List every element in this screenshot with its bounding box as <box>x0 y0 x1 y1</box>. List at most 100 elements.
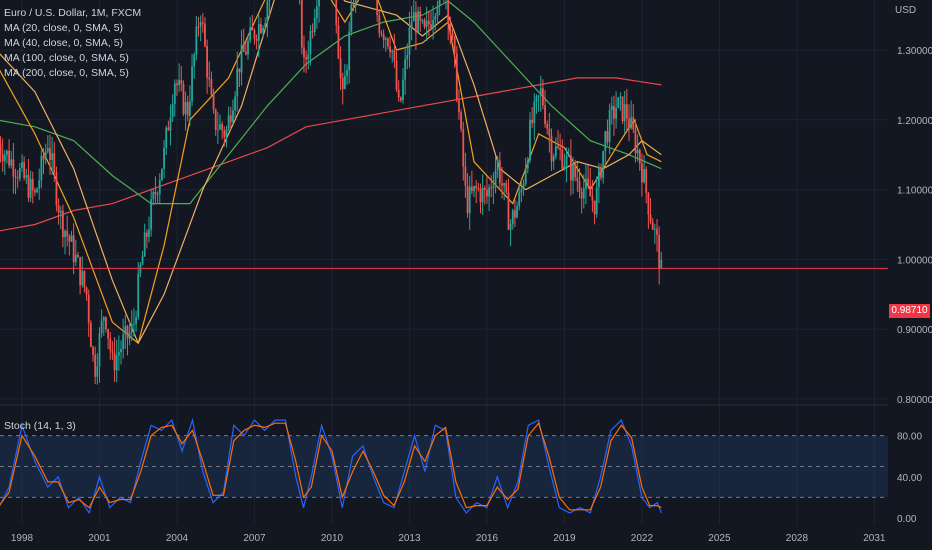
candle-up <box>21 162 23 168</box>
candle-up <box>249 27 252 41</box>
candle-up <box>137 273 140 318</box>
candle-down <box>337 25 340 59</box>
candle-down <box>477 187 480 189</box>
candle-down <box>546 123 549 129</box>
candle-up <box>524 168 527 184</box>
ma100-legend[interactable]: MA (100, close, 0, SMA, 5) <box>4 52 129 64</box>
stoch-legend[interactable]: Stoch (14, 1, 3) <box>4 420 76 432</box>
symbol-title[interactable]: Euro / U.S. Dollar, 1M, FXCM <box>4 7 142 19</box>
candle-down <box>244 51 247 55</box>
year-tick-label: 2013 <box>398 533 421 544</box>
ma200-legend[interactable]: MA (200, close, 0, SMA, 5) <box>4 67 129 79</box>
candle-down <box>621 96 624 122</box>
candle-down <box>591 196 594 201</box>
candle-down <box>253 30 256 39</box>
candle-up <box>643 168 645 183</box>
ma20-legend[interactable]: MA (20, close, 0, SMA, 5) <box>4 22 124 34</box>
candle-up <box>120 349 122 353</box>
candle-down <box>221 124 224 131</box>
candle-down <box>201 22 204 24</box>
ma40-legend[interactable]: MA (40, close, 0, SMA, 5) <box>4 37 124 49</box>
candle-down <box>544 105 546 124</box>
candle-down <box>419 11 422 21</box>
candle-down <box>126 325 129 339</box>
candle-down <box>251 27 254 31</box>
candle-up <box>117 352 120 356</box>
stoch-axis[interactable]: 80.00 40.00 0.00 <box>897 432 922 525</box>
candle-down <box>72 235 75 263</box>
year-tick-label: 1998 <box>11 533 34 544</box>
candle-down <box>451 32 454 38</box>
candle-down <box>204 23 206 46</box>
candle-up <box>128 332 131 339</box>
candle-up <box>44 151 47 160</box>
candle-down <box>447 0 450 24</box>
candle-up <box>494 170 497 186</box>
candle-up <box>346 70 348 77</box>
candle-up <box>307 54 310 60</box>
candle-down <box>105 317 107 330</box>
candle-up <box>653 228 656 230</box>
candle-down <box>182 84 185 114</box>
candle-up <box>156 194 159 196</box>
candle-down <box>229 115 232 123</box>
candle-up <box>518 192 521 207</box>
candle-up <box>615 107 617 119</box>
candle-down <box>557 146 559 149</box>
candle-up <box>608 109 611 142</box>
price-axis[interactable]: 1.600001.500001.400001.300001.200001.100… <box>897 0 932 406</box>
candle-down <box>479 188 482 203</box>
year-tick-label: 2031 <box>863 533 886 544</box>
year-tick-label: 2010 <box>321 533 344 544</box>
candle-down <box>483 187 486 190</box>
candle-up <box>161 168 163 181</box>
candle-up <box>59 210 62 213</box>
candle-down <box>638 149 641 164</box>
candle-down <box>223 130 226 138</box>
candle-down <box>311 31 314 33</box>
candle-down <box>180 79 183 85</box>
candle-down <box>415 12 417 33</box>
time-axis[interactable]: 1998 2001 2004 2007 2010 2013 2016 2019 2022 2025… <box>11 533 886 544</box>
candle-up <box>623 104 626 122</box>
candle-down <box>27 175 30 198</box>
currency-label: USD <box>895 5 916 16</box>
candle-up <box>597 167 600 188</box>
candle-up <box>236 68 239 97</box>
candle-up <box>178 79 181 86</box>
candle-up <box>3 154 6 162</box>
candle-down <box>589 185 592 197</box>
candle-up <box>421 20 424 22</box>
candle-up <box>434 16 437 20</box>
chart-legend: Euro / U.S. Dollar, 1M, FXCM MA (20, clo… <box>4 6 141 81</box>
candle-up <box>143 232 146 257</box>
year-tick-label: 2022 <box>631 533 654 544</box>
candle-up <box>150 199 153 230</box>
candle-up <box>412 12 415 22</box>
candle-up <box>81 271 84 286</box>
candle-up <box>227 115 230 130</box>
candle-down <box>378 15 381 34</box>
candle-up <box>309 31 312 55</box>
candle-up <box>96 366 99 377</box>
candle-up <box>492 185 495 188</box>
candle-down <box>658 234 661 269</box>
candle-down <box>486 189 488 197</box>
candle-up <box>18 167 21 179</box>
candle-up <box>554 146 557 157</box>
candle-down <box>111 350 114 353</box>
candle-down <box>531 119 534 124</box>
candle-up <box>509 224 512 230</box>
candle-down <box>470 186 473 192</box>
candle-up <box>193 54 196 67</box>
candle-down <box>31 178 34 191</box>
candle-down <box>0 143 2 154</box>
candle-down <box>34 190 36 193</box>
candle-down <box>651 221 654 230</box>
candle-up <box>122 334 125 350</box>
candle-up <box>257 23 260 41</box>
candle-down <box>335 0 338 26</box>
candle-up <box>64 230 66 238</box>
candle-up <box>135 317 137 324</box>
